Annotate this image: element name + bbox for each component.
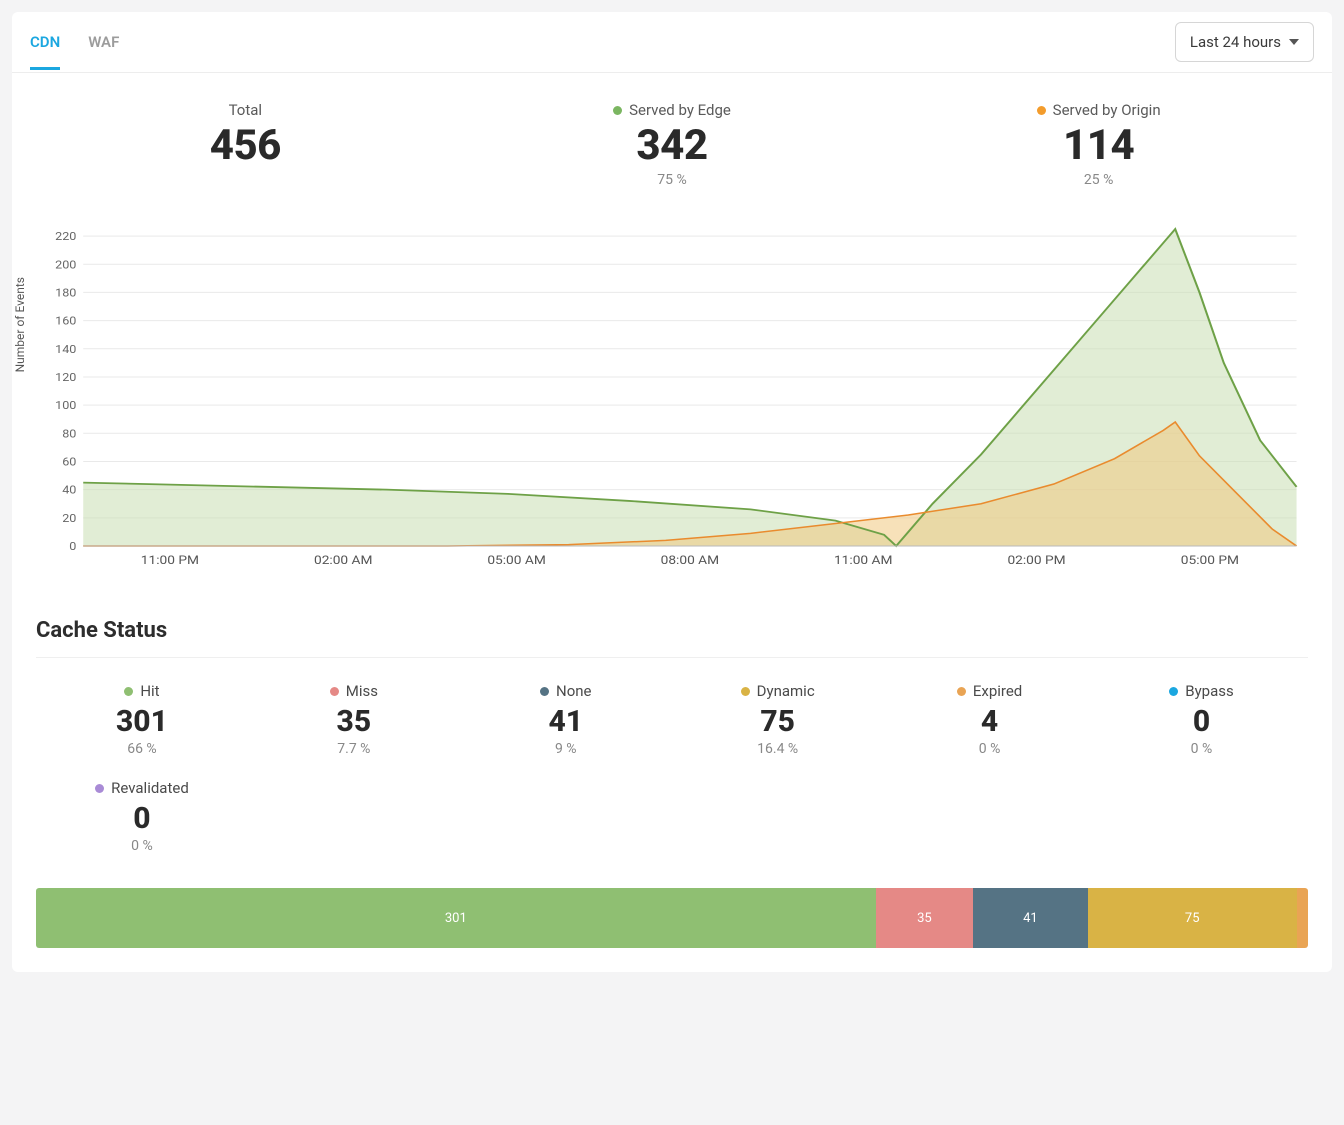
legend-dot-icon [540,687,549,696]
cache-status-stats: Hit 301 66 % Miss 35 7.7 % None 41 9 % D… [12,658,1332,876]
cache-stat: Revalidated 0 0 % [36,779,248,854]
cache-stat-value: 0 [36,801,248,836]
dashboard-card: CDN WAF Last 24 hours Total 456 Served b… [12,12,1332,972]
stat-pct: 75 % [582,172,762,188]
legend-dot-icon [330,687,339,696]
svg-text:60: 60 [62,455,76,468]
svg-text:02:00 AM: 02:00 AM [314,554,372,568]
legend-dot-icon [124,687,133,696]
cache-stat-label: Bypass [1096,682,1308,700]
stat-label: Served by Edge [582,101,762,119]
stat-value: 114 [1009,121,1189,170]
cache-stat-label: Revalidated [36,779,248,797]
svg-text:08:00 AM: 08:00 AM [661,554,719,568]
cache-stat-label: None [460,682,672,700]
svg-text:80: 80 [62,427,76,440]
cache-stacked-bar: 301354175 [36,888,1308,948]
events-area-chart: 0 20 40 60 80 100 120 140 160 180 200 220 11:00 PM 02… [26,214,1308,574]
cache-stat-value: 4 [884,704,1096,739]
svg-text:180: 180 [55,286,76,299]
stacked-bar-segment: 41 [973,888,1087,948]
svg-text:0: 0 [69,540,76,553]
cache-stat-value: 41 [460,704,672,739]
cache-stat-pct: 0 % [884,741,1096,757]
cache-stat-value: 0 [1096,704,1308,739]
cache-stat-pct: 0 % [1096,741,1308,757]
svg-text:160: 160 [55,314,76,327]
summary-stat: Total 456 [155,101,335,188]
svg-text:100: 100 [55,399,76,412]
time-range-select[interactable]: Last 24 hours [1175,22,1314,62]
header: CDN WAF Last 24 hours [12,12,1332,73]
summary-stat: Served by Origin 114 25 % [1009,101,1189,188]
legend-dot-icon [1169,687,1178,696]
cache-stat-value: 35 [248,704,460,739]
legend-dot-icon [741,687,750,696]
stat-label: Total [155,101,335,119]
cache-stat-label: Expired [884,682,1096,700]
legend-dot-icon [95,784,104,793]
svg-text:02:00 PM: 02:00 PM [1007,554,1065,568]
svg-text:11:00 AM: 11:00 AM [834,554,892,568]
stacked-bar-segment: 35 [876,888,974,948]
cache-stat-pct: 0 % [36,838,248,854]
svg-text:40: 40 [62,483,76,496]
chevron-down-icon [1289,39,1299,45]
cache-stat: Dynamic 75 16.4 % [672,682,884,757]
summary-stats: Total 456 Served by Edge 342 75 % Served… [12,73,1332,196]
legend-dot-icon [957,687,966,696]
stat-value: 342 [582,121,762,170]
cache-stat-label: Dynamic [672,682,884,700]
cache-stat-value: 301 [36,704,248,739]
tabs: CDN WAF [30,15,119,70]
summary-stat: Served by Edge 342 75 % [582,101,762,188]
time-range-label: Last 24 hours [1190,33,1281,51]
cache-stat-value: 75 [672,704,884,739]
cache-stat-label: Miss [248,682,460,700]
cache-stat: Expired 4 0 % [884,682,1096,757]
tab-cdn[interactable]: CDN [30,15,60,70]
stacked-bar-segment [1297,888,1308,948]
svg-text:11:00 PM: 11:00 PM [141,554,199,568]
cache-stat: Bypass 0 0 % [1096,682,1308,757]
stat-value: 456 [155,121,335,170]
stat-label: Served by Origin [1009,101,1189,119]
legend-dot-icon [1037,106,1046,115]
cache-stat-label: Hit [36,682,248,700]
cache-stat-pct: 9 % [460,741,672,757]
legend-dot-icon [613,106,622,115]
stat-pct: 25 % [1009,172,1189,188]
tab-waf[interactable]: WAF [88,15,119,70]
cache-stat-pct: 66 % [36,741,248,757]
cache-stat: Miss 35 7.7 % [248,682,460,757]
stacked-bar-segment: 75 [1088,888,1297,948]
chart-container: Number of Events 0 20 40 60 80 100 120 140 160 18… [12,196,1332,584]
svg-text:05:00 PM: 05:00 PM [1181,554,1239,568]
svg-text:140: 140 [55,343,76,356]
cache-stat: None 41 9 % [460,682,672,757]
cache-stat: Hit 301 66 % [36,682,248,757]
cache-status-title: Cache Status [12,584,1332,657]
svg-text:20: 20 [62,512,76,525]
svg-text:05:00 AM: 05:00 AM [487,554,545,568]
svg-text:220: 220 [55,230,76,243]
stacked-bar-segment: 301 [36,888,876,948]
y-axis-label: Number of Events [13,277,27,372]
cache-stat-pct: 7.7 % [248,741,460,757]
svg-text:120: 120 [55,371,76,384]
cache-stat-pct: 16.4 % [672,741,884,757]
svg-text:200: 200 [55,258,76,271]
